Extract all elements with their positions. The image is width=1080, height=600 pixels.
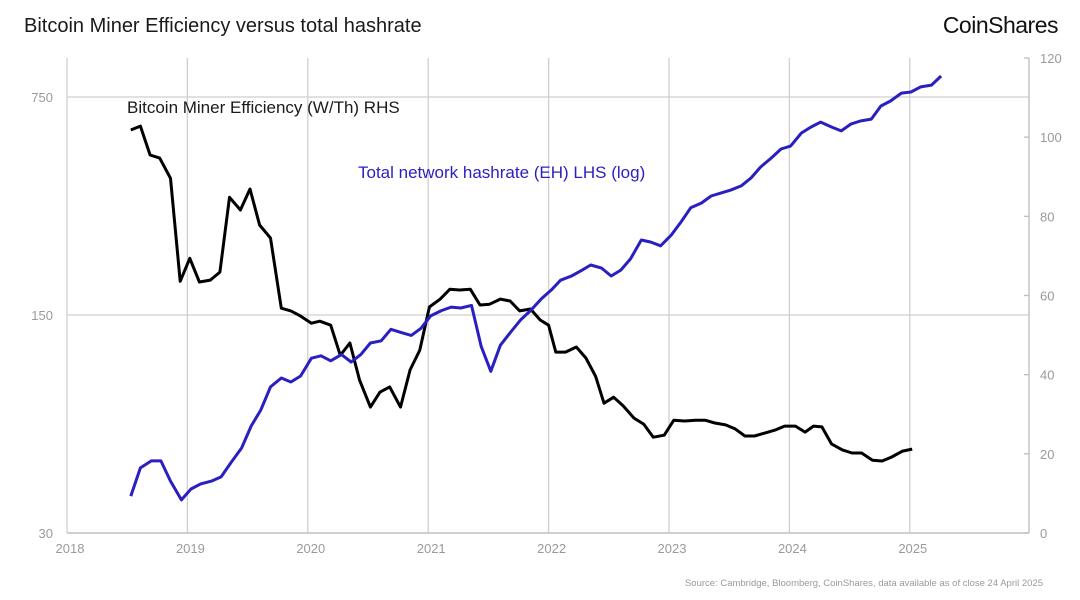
coinshares-logo: CoinShares	[942, 12, 1059, 38]
efficiency-series-label: Bitcoin Miner Efficiency (W/Th) RHS	[127, 98, 400, 117]
chart-title: Bitcoin Miner Efficiency versus total ha…	[24, 15, 422, 37]
x-tick-label: 2024	[778, 541, 807, 556]
right-tick-label: 0	[1040, 526, 1047, 541]
right-tick-label: 20	[1040, 447, 1054, 462]
right-tick-label: 40	[1040, 368, 1054, 383]
left-tick-label: 30	[39, 526, 53, 541]
x-tick-label: 2021	[417, 541, 446, 556]
right-tick-label: 80	[1040, 209, 1054, 224]
x-tick-label: 2023	[658, 541, 687, 556]
x-tick-label: 2022	[537, 541, 566, 556]
hashrate-line	[129, 74, 943, 502]
x-tick-label: 2020	[296, 541, 325, 556]
right-tick-label: 60	[1040, 289, 1054, 304]
left-tick-label: 150	[31, 308, 53, 323]
hashrate-series-label: Total network hashrate (EH) LHS (log)	[358, 163, 645, 182]
x-tick-label: 2018	[56, 541, 85, 556]
left-tick-label: 750	[31, 90, 53, 105]
right-tick-label: 100	[1040, 130, 1062, 145]
source-note: Source: Cambridge, Bloomberg, CoinShares…	[684, 578, 1043, 589]
x-tick-label: 2025	[898, 541, 927, 556]
right-tick-label: 120	[1040, 51, 1062, 66]
efficiency-line	[130, 124, 913, 463]
x-tick-label: 2019	[176, 541, 205, 556]
